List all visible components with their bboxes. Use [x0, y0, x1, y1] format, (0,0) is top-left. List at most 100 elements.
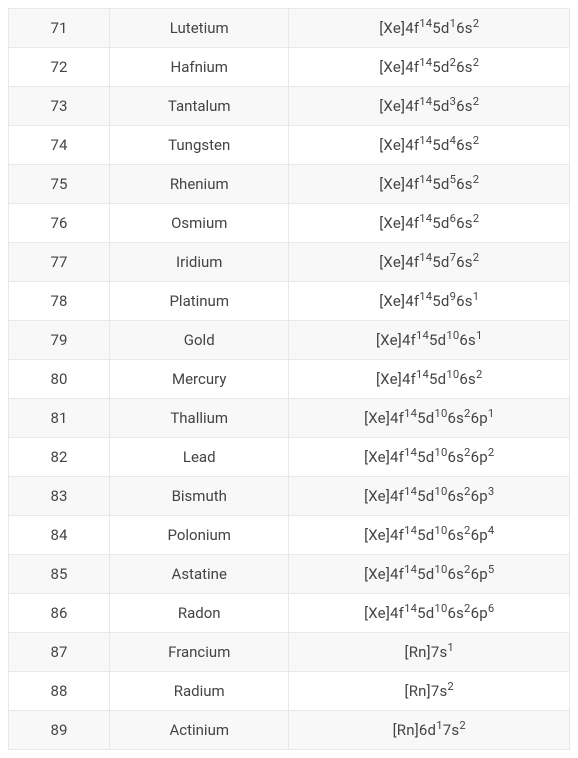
config-core: [Xe]: [379, 253, 405, 271]
atomic-number-cell: 80: [9, 360, 110, 399]
element-name-cell: Mercury: [109, 360, 289, 399]
config-subshell: 6s: [447, 487, 464, 505]
config-superscript: 10: [434, 485, 447, 498]
table-row: 71Lutetium[Xe]4f145d16s2: [9, 9, 570, 48]
config-subshell: 5d: [432, 253, 449, 271]
config-core: [Xe]: [379, 292, 405, 310]
atomic-number-cell: 82: [9, 438, 110, 477]
table-body: 71Lutetium[Xe]4f145d16s272Hafnium[Xe]4f1…: [9, 9, 570, 750]
config-superscript: 2: [459, 719, 466, 732]
atomic-number-cell: 78: [9, 282, 110, 321]
config-subshell: 6s: [447, 448, 464, 466]
config-superscript: 10: [446, 368, 459, 381]
table-row: 89Actinium[Rn]6d17s2: [9, 711, 570, 750]
electron-configuration-cell: [Xe]4f145d26s2: [289, 48, 570, 87]
config-subshell: 7s: [431, 682, 448, 700]
config-superscript: 14: [404, 602, 417, 615]
electron-configuration-cell: [Xe]4f145d36s2: [289, 87, 570, 126]
electron-configuration-cell: [Xe]4f145d76s2: [289, 243, 570, 282]
config-subshell: 6d: [419, 721, 436, 739]
element-name-cell: Hafnium: [109, 48, 289, 87]
table-row: 72Hafnium[Xe]4f145d26s2: [9, 48, 570, 87]
table-row: 85Astatine[Xe]4f145d106s26p5: [9, 555, 570, 594]
config-superscript: 14: [404, 446, 417, 459]
config-subshell: 5d: [417, 409, 434, 427]
table-row: 79Gold[Xe]4f145d106s1: [9, 321, 570, 360]
table-row: 78Platinum[Xe]4f145d96s1: [9, 282, 570, 321]
atomic-number-cell: 71: [9, 9, 110, 48]
config-subshell: 5d: [432, 175, 449, 193]
config-superscript: 2: [473, 134, 480, 147]
config-subshell: 6s: [456, 136, 473, 154]
config-core: [Xe]: [379, 175, 405, 193]
config-subshell: 4f: [402, 331, 416, 349]
config-subshell: 6s: [456, 19, 473, 37]
electron-configuration-cell: [Rn]7s1: [289, 633, 570, 672]
config-superscript: 1: [447, 641, 454, 654]
table-row: 84Polonium[Xe]4f145d106s26p4: [9, 516, 570, 555]
config-superscript: 14: [416, 368, 429, 381]
electron-configuration-cell: [Xe]4f145d106s26p1: [289, 399, 570, 438]
config-subshell: 5d: [429, 370, 446, 388]
atomic-number-cell: 85: [9, 555, 110, 594]
config-subshell: 6s: [456, 97, 473, 115]
config-subshell: 4f: [402, 370, 416, 388]
config-superscript: 14: [404, 485, 417, 498]
element-name-cell: Actinium: [109, 711, 289, 750]
element-name-cell: Iridium: [109, 243, 289, 282]
config-subshell: 4f: [405, 19, 419, 37]
electron-configuration-cell: [Xe]4f145d106s26p2: [289, 438, 570, 477]
config-superscript: 2: [473, 212, 480, 225]
electron-configuration-cell: [Rn]7s2: [289, 672, 570, 711]
element-name-cell: Gold: [109, 321, 289, 360]
config-subshell: 6s: [447, 565, 464, 583]
atomic-number-cell: 86: [9, 594, 110, 633]
config-superscript: 14: [404, 407, 417, 420]
config-superscript: 2: [473, 95, 480, 108]
electron-configuration-cell: [Xe]4f145d106s2: [289, 360, 570, 399]
electron-configuration-cell: [Xe]4f145d66s2: [289, 204, 570, 243]
config-superscript: 4: [488, 524, 495, 537]
config-subshell: 6s: [456, 253, 473, 271]
electron-configuration-cell: [Xe]4f145d96s1: [289, 282, 570, 321]
config-superscript: 10: [434, 524, 447, 537]
electron-configuration-cell: [Rn]6d17s2: [289, 711, 570, 750]
table-row: 87Francium[Rn]7s1: [9, 633, 570, 672]
config-core: [Xe]: [364, 526, 390, 544]
config-superscript: 10: [434, 407, 447, 420]
config-superscript: 10: [434, 446, 447, 459]
config-superscript: 10: [434, 563, 447, 576]
config-subshell: 4f: [390, 565, 404, 583]
atomic-number-cell: 84: [9, 516, 110, 555]
config-subshell: 4f: [390, 604, 404, 622]
config-subshell: 6s: [459, 331, 476, 349]
element-name-cell: Osmium: [109, 204, 289, 243]
electron-configuration-cell: [Xe]4f145d16s2: [289, 9, 570, 48]
config-core: [Rn]: [405, 643, 431, 661]
electron-configuration-cell: [Xe]4f145d56s2: [289, 165, 570, 204]
config-subshell: 5d: [432, 214, 449, 232]
config-subshell: 4f: [390, 448, 404, 466]
config-subshell: 6s: [447, 604, 464, 622]
table-row: 82Lead[Xe]4f145d106s26p2: [9, 438, 570, 477]
atomic-number-cell: 72: [9, 48, 110, 87]
config-core: [Xe]: [364, 487, 390, 505]
config-superscript: 10: [446, 329, 459, 342]
config-subshell: 7s: [431, 643, 448, 661]
config-superscript: 2: [488, 446, 495, 459]
table-row: 80Mercury[Xe]4f145d106s2: [9, 360, 570, 399]
table-row: 83Bismuth[Xe]4f145d106s26p3: [9, 477, 570, 516]
config-core: [Xe]: [364, 448, 390, 466]
table-row: 86Radon[Xe]4f145d106s26p6: [9, 594, 570, 633]
table-row: 73Tantalum[Xe]4f145d36s2: [9, 87, 570, 126]
config-subshell: 4f: [390, 487, 404, 505]
config-superscript: 3: [488, 485, 495, 498]
config-superscript: 1: [488, 407, 495, 420]
config-superscript: 2: [473, 17, 480, 30]
config-subshell: 5d: [432, 97, 449, 115]
config-subshell: 6s: [456, 58, 473, 76]
element-name-cell: Platinum: [109, 282, 289, 321]
electron-configuration-cell: [Xe]4f145d106s26p5: [289, 555, 570, 594]
element-name-cell: Polonium: [109, 516, 289, 555]
config-subshell: 6p: [471, 526, 488, 544]
